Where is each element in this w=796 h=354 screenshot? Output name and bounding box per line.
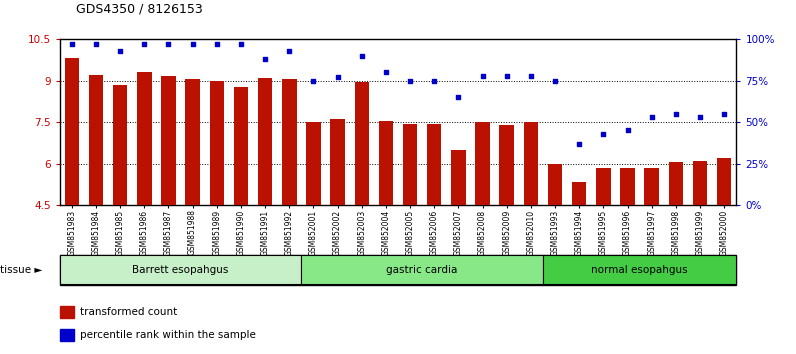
Text: transformed count: transformed count — [80, 307, 177, 317]
Point — [65, 41, 78, 47]
Bar — [500, 125, 514, 205]
Point — [259, 56, 271, 62]
Bar — [282, 79, 296, 205]
Text: Barrett esopahgus: Barrett esopahgus — [132, 265, 228, 275]
Bar — [60, 329, 73, 341]
Point — [235, 41, 248, 47]
Point — [718, 111, 731, 116]
Point — [452, 94, 465, 100]
Bar — [572, 182, 587, 205]
Text: percentile rank within the sample: percentile rank within the sample — [80, 330, 256, 340]
Bar — [596, 168, 611, 205]
Bar — [427, 124, 442, 205]
Bar — [60, 306, 73, 318]
Point — [114, 48, 127, 53]
Text: tissue ►: tissue ► — [0, 265, 42, 275]
Bar — [403, 124, 417, 205]
Bar — [306, 122, 321, 205]
Bar — [64, 58, 79, 205]
Bar — [693, 161, 708, 205]
Point — [428, 78, 441, 83]
Bar — [137, 72, 151, 205]
Point — [138, 41, 150, 47]
Bar — [185, 79, 200, 205]
Point — [186, 41, 199, 47]
Point — [90, 41, 103, 47]
Bar — [302, 256, 543, 284]
Bar — [717, 158, 732, 205]
Point — [646, 114, 658, 120]
Bar — [354, 82, 369, 205]
Point — [162, 41, 175, 47]
Point — [210, 41, 223, 47]
Text: gastric cardia: gastric cardia — [387, 265, 458, 275]
Point — [669, 111, 682, 116]
Point — [573, 141, 586, 147]
Bar — [548, 164, 562, 205]
Bar — [60, 256, 302, 284]
Point — [525, 73, 537, 78]
Point — [307, 78, 320, 83]
Point — [331, 74, 344, 80]
Point — [283, 48, 295, 53]
Bar — [379, 121, 393, 205]
Bar — [620, 168, 635, 205]
Point — [548, 78, 561, 83]
Bar — [161, 76, 176, 205]
Point — [380, 69, 392, 75]
Point — [597, 131, 610, 137]
Bar — [543, 256, 736, 284]
Bar — [209, 81, 224, 205]
Point — [621, 128, 634, 133]
Bar — [88, 75, 103, 205]
Bar — [524, 122, 538, 205]
Point — [476, 73, 489, 78]
Text: normal esopahgus: normal esopahgus — [591, 265, 688, 275]
Bar — [330, 119, 345, 205]
Point — [404, 78, 416, 83]
Bar — [669, 162, 683, 205]
Text: GDS4350 / 8126153: GDS4350 / 8126153 — [76, 3, 202, 16]
Point — [693, 114, 706, 120]
Bar — [113, 85, 127, 205]
Bar — [258, 78, 272, 205]
Bar — [475, 122, 490, 205]
Bar — [451, 150, 466, 205]
Point — [501, 73, 513, 78]
Bar — [234, 87, 248, 205]
Point — [355, 53, 368, 58]
Bar — [645, 168, 659, 205]
